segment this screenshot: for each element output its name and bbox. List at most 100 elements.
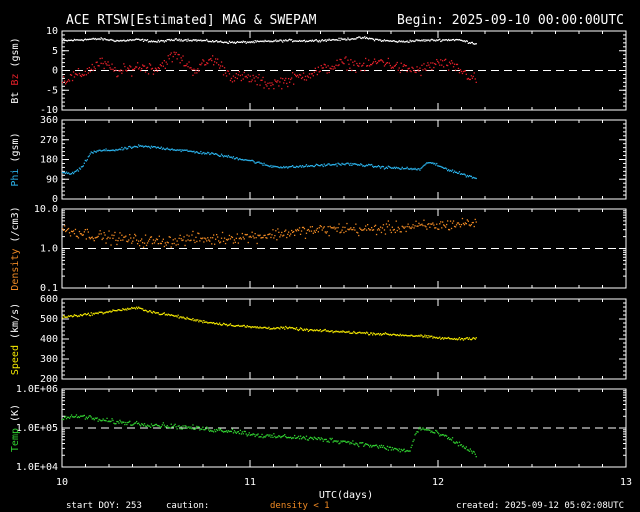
data-point: [144, 309, 147, 311]
data-point: [386, 333, 389, 335]
data-point: [461, 72, 464, 75]
data-point: [412, 67, 414, 69]
data-point: [145, 244, 148, 246]
data-point: [140, 39, 142, 41]
data-point: [264, 81, 266, 83]
data-point: [270, 436, 272, 438]
data-point: [95, 417, 97, 420]
data-point: [410, 227, 412, 230]
data-point: [232, 325, 235, 327]
data-point: [382, 224, 385, 226]
data-point: [131, 306, 133, 309]
data-point: [261, 433, 263, 436]
data-point: [243, 238, 245, 240]
data-point: [163, 312, 165, 314]
data-point: [197, 319, 199, 321]
data-point: [200, 237, 202, 239]
data-point: [65, 316, 68, 318]
data-point: [350, 332, 352, 334]
data-point: [470, 75, 472, 77]
data-point: [277, 327, 279, 329]
data-point: [258, 436, 260, 438]
data-point: [164, 314, 166, 316]
data-point: [244, 76, 246, 78]
data-point: [386, 39, 389, 42]
data-point: [156, 70, 159, 72]
data-point: [177, 243, 179, 246]
data-point: [390, 40, 392, 42]
data-point: [363, 229, 365, 231]
data-point: [359, 164, 361, 166]
data-point: [459, 69, 462, 71]
data-point: [360, 163, 362, 165]
data-point: [363, 332, 365, 334]
data-point: [85, 238, 87, 240]
y-tick-label: 360: [40, 115, 58, 126]
data-point: [469, 448, 471, 450]
data-point: [434, 336, 436, 339]
data-point: [211, 152, 213, 154]
data-point: [259, 162, 261, 164]
data-point: [420, 40, 422, 42]
data-point: [461, 217, 464, 220]
data-point: [145, 145, 148, 148]
data-point: [174, 38, 176, 40]
data-point: [87, 416, 89, 418]
data-point: [106, 311, 108, 313]
data-point: [417, 431, 419, 433]
data-point: [441, 337, 443, 340]
data-point: [117, 421, 119, 423]
data-point: [414, 40, 416, 42]
data-point: [366, 443, 368, 445]
data-point: [461, 40, 464, 42]
data-point: [474, 78, 476, 80]
data-point: [68, 39, 71, 42]
data-point: [305, 164, 308, 166]
data-point: [176, 149, 178, 151]
data-point: [74, 228, 77, 231]
data-point: [402, 65, 404, 67]
data-point: [127, 147, 129, 150]
data-point: [216, 234, 218, 236]
data-point: [166, 147, 168, 149]
data-point: [184, 65, 186, 67]
data-point: [469, 225, 471, 227]
data-point: [372, 38, 374, 40]
data-point: [296, 436, 299, 439]
data-point: [354, 38, 356, 40]
data-point: [140, 307, 142, 309]
data-point: [111, 418, 113, 420]
data-point: [235, 432, 237, 434]
data-point: [416, 335, 418, 337]
data-point: [455, 63, 458, 66]
data-point: [448, 336, 450, 339]
data-point: [115, 239, 117, 241]
data-point: [263, 326, 265, 328]
data-point: [112, 419, 114, 422]
data-point: [166, 63, 168, 65]
data-point: [465, 223, 467, 225]
data-point: [394, 231, 396, 234]
data-point: [124, 146, 126, 149]
data-point: [131, 147, 133, 149]
data-point: [239, 325, 241, 327]
data-point: [392, 333, 394, 335]
data-point: [329, 164, 331, 166]
data-point: [193, 68, 195, 70]
data-point: [111, 39, 113, 41]
data-point: [222, 431, 225, 433]
data-point: [164, 148, 166, 151]
data-point: [365, 225, 367, 227]
data-point: [69, 173, 72, 175]
data-point: [466, 337, 468, 339]
data-point: [99, 419, 101, 421]
data-point: [304, 41, 307, 43]
data-point: [261, 327, 263, 329]
data-point: [446, 64, 448, 66]
data-point: [447, 64, 449, 67]
data-point: [188, 40, 190, 42]
data-point: [430, 335, 432, 337]
data-point: [110, 244, 112, 246]
data-point: [157, 146, 159, 148]
data-point: [92, 312, 94, 315]
